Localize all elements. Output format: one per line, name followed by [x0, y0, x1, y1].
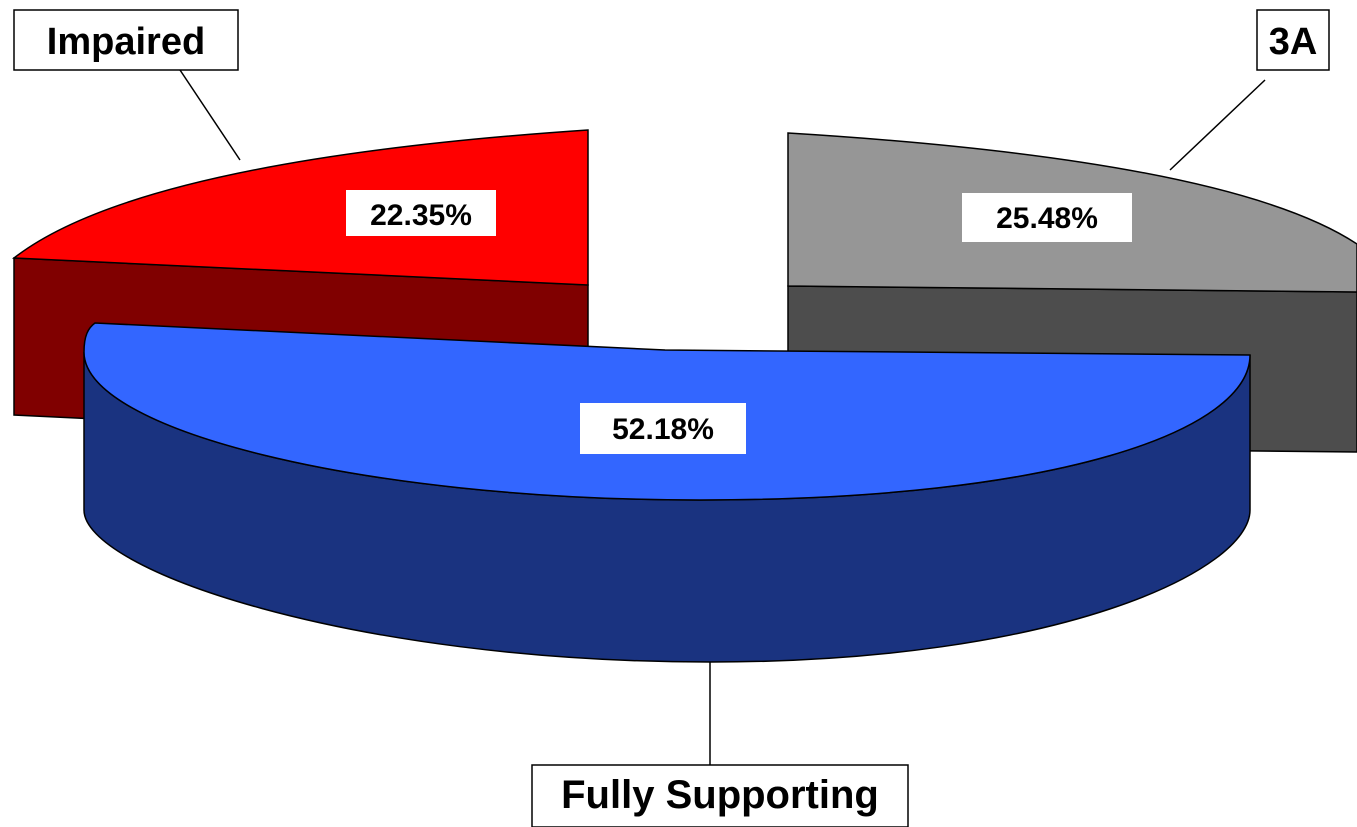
category-label-3a: 3A — [1256, 9, 1330, 71]
slice-fully-supporting — [83, 322, 1251, 663]
leader-line-3a — [1169, 79, 1266, 171]
data-label-impaired: 22.35% — [346, 190, 496, 236]
data-label-fully-supporting: 52.18% — [580, 403, 746, 454]
data-label-3a: 25.48% — [962, 193, 1132, 242]
category-label-impaired-text: Impaired — [47, 21, 205, 63]
category-label-fully-supporting: Fully Supporting — [531, 764, 909, 827]
data-label-3a-text: 25.48% — [996, 202, 1098, 235]
data-label-fully-supporting-text: 52.18% — [612, 413, 714, 446]
slice-impaired-top — [11, 129, 589, 286]
category-label-fully-supporting-text: Fully Supporting — [561, 773, 879, 817]
category-label-impaired: Impaired — [13, 9, 239, 71]
leader-line-impaired — [179, 69, 241, 161]
data-label-impaired-text: 22.35% — [370, 199, 472, 232]
category-label-3a-text: 3A — [1269, 21, 1318, 63]
